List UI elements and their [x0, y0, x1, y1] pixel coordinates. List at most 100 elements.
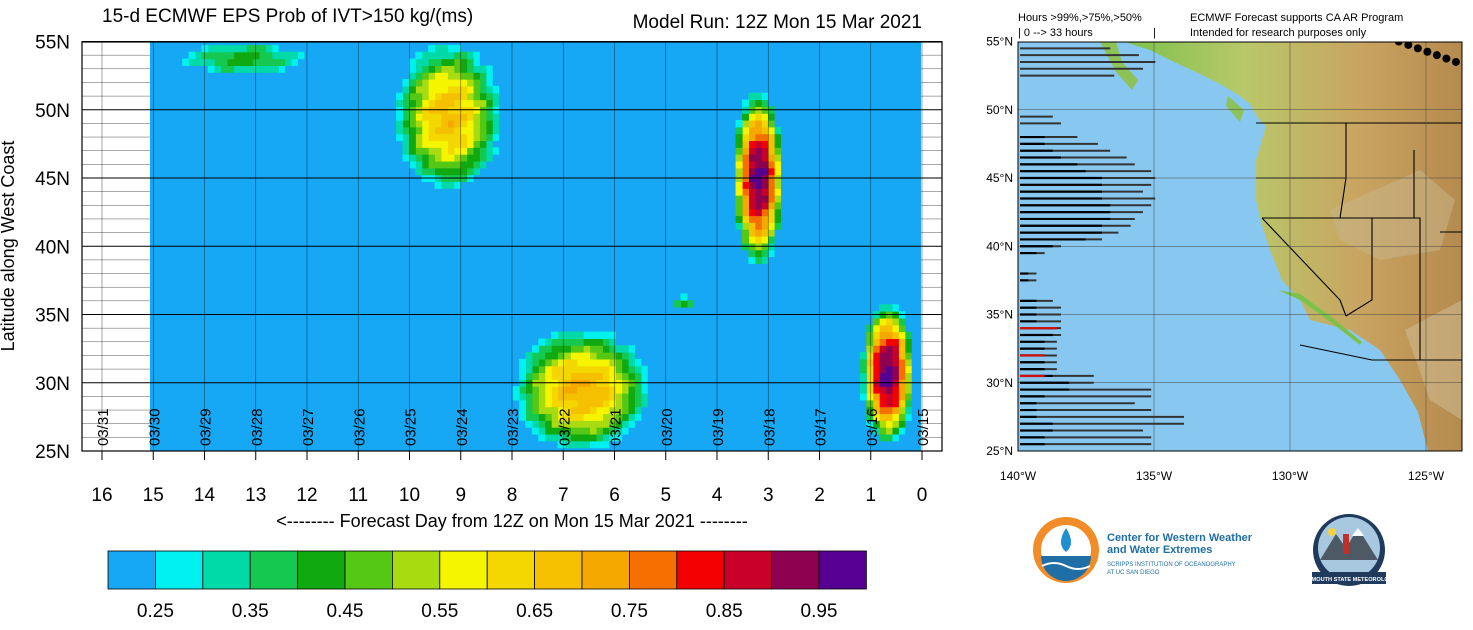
prob-cell — [583, 345, 591, 353]
prob-cell — [226, 44, 234, 53]
prob-cell — [754, 126, 762, 135]
prob-cell — [551, 365, 559, 374]
prob-cell — [214, 58, 222, 66]
prob-cell — [595, 433, 603, 442]
prob-cell — [557, 406, 565, 415]
prob-cell — [735, 147, 743, 155]
prob-cell — [640, 372, 648, 380]
prob-cell — [608, 372, 616, 380]
prob-cell — [570, 440, 578, 449]
prob-cell — [440, 147, 448, 155]
prob-cell — [748, 113, 756, 121]
prob-cell — [265, 51, 273, 60]
map-lat-label: 45°N — [986, 171, 1013, 185]
prob-cell — [754, 229, 762, 237]
prob-cell — [735, 208, 743, 217]
prob-cell — [538, 420, 546, 428]
day-tick-label: 4 — [712, 485, 723, 506]
prob-cell — [453, 133, 461, 142]
date-label: 03/26 — [351, 408, 368, 446]
prob-cell — [460, 119, 468, 128]
colorbar-swatch — [581, 550, 630, 590]
prob-cell — [576, 406, 584, 415]
prob-cell — [761, 147, 769, 155]
prob-cell — [602, 358, 610, 367]
prob-cell — [589, 399, 597, 408]
prob-cell — [904, 365, 912, 374]
prob-cell — [440, 119, 448, 128]
prob-cell — [879, 304, 887, 312]
prob-cell — [408, 133, 416, 142]
prob-cell — [879, 331, 887, 339]
colorbar-labels: 0.25 0.35 0.45 0.55 0.65 0.75 0.85 0.95 — [137, 601, 838, 622]
prob-cell — [879, 433, 887, 442]
prob-cell — [748, 188, 756, 196]
prob-cell — [563, 345, 571, 353]
prob-cell — [485, 92, 493, 101]
prob-cell — [608, 406, 616, 415]
prob-cell — [866, 365, 874, 374]
prob-cell — [767, 154, 775, 162]
prob-cell — [453, 65, 461, 73]
prob-cell — [741, 215, 749, 223]
prob-cell — [557, 392, 565, 401]
transect-point — [1461, 63, 1462, 68]
prob-cell — [589, 338, 597, 346]
prob-cell — [460, 92, 468, 101]
prob-cell — [447, 113, 455, 121]
prob-cell — [640, 392, 648, 401]
map-area — [1018, 42, 1462, 451]
prob-cell — [761, 133, 769, 142]
prob-cell — [866, 392, 874, 401]
prob-cell — [735, 215, 743, 223]
map-legend-line2: | 0 --> 33 hours — [1018, 27, 1093, 39]
prob-cell — [525, 365, 533, 374]
prob-cell — [479, 85, 487, 94]
prob-cell — [761, 113, 769, 121]
prob-cell — [421, 58, 429, 66]
prob-cell — [904, 386, 912, 394]
prob-cell — [440, 167, 448, 176]
prob-cell — [898, 324, 906, 333]
prob-cell — [898, 406, 906, 415]
prob-cell — [485, 140, 493, 148]
prob-cell — [891, 413, 899, 421]
prob-cell — [576, 365, 584, 374]
prob-cell — [466, 126, 474, 135]
day-tick-label: 12 — [296, 485, 317, 506]
prob-cell — [761, 160, 769, 169]
prob-cell — [271, 44, 279, 53]
plymouth-state-logo: PLYMOUTH STATE METEOROLOGY — [1301, 514, 1397, 586]
prob-cell — [440, 72, 448, 80]
prob-cell — [538, 399, 546, 408]
prob-cell — [434, 167, 442, 176]
prob-cell — [434, 72, 442, 80]
prob-cell — [519, 358, 527, 367]
prob-cell — [754, 208, 762, 217]
prob-cell — [774, 222, 782, 230]
prob-cell — [485, 65, 493, 73]
prob-cell — [767, 195, 775, 203]
prob-cell — [544, 399, 552, 408]
prob-cell — [879, 406, 887, 415]
colorbar — [107, 550, 867, 590]
prob-cell — [563, 386, 571, 394]
prob-cell — [408, 126, 416, 135]
prob-cell — [563, 413, 571, 421]
colorbar-swatch — [249, 550, 298, 590]
map-frame — [1017, 41, 1463, 452]
day-tick-label: 13 — [245, 485, 266, 506]
prob-cell — [396, 113, 404, 121]
colorbar-label: 0.55 — [421, 601, 458, 622]
prob-cell — [872, 317, 880, 326]
transect-point — [1442, 54, 1451, 63]
prob-cell — [576, 372, 584, 380]
prob-cell — [421, 79, 429, 87]
prob-cell — [551, 413, 559, 421]
prob-cell — [220, 58, 228, 66]
prob-cell — [608, 392, 616, 401]
prob-cell — [440, 113, 448, 121]
prob-cell — [761, 222, 769, 230]
prob-cell — [885, 317, 893, 326]
prob-cell — [551, 427, 559, 435]
